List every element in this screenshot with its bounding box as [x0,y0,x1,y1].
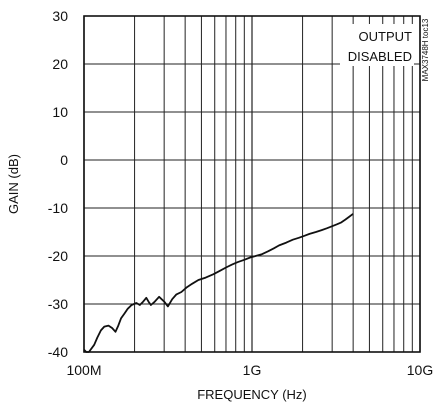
annotation-disabled: DISABLED [348,49,412,64]
annotation-output: OUTPUT [359,29,413,44]
y-tick-label: -10 [48,200,68,216]
y-tick-label: -30 [48,296,68,312]
y-tick-label: 10 [52,104,68,120]
y-tick-labels: 30 20 10 0 -10 -20 -30 -40 [48,8,68,360]
y-tick-label: 0 [60,152,68,168]
plot-frame [83,15,421,353]
grid-lines [83,15,421,353]
y-tick-label: 20 [52,56,68,72]
x-tick-label: 1G [243,362,262,378]
x-tick-labels: 100M 1G 10G [66,362,433,378]
series-layer [83,213,354,353]
y-axis-title: GAIN (dB) [6,154,21,214]
figure-id-label: MAX3748H toc13 [421,18,430,81]
y-tick-label: -20 [48,248,68,264]
y-tick-label: 30 [52,8,68,24]
x-tick-label: 10G [407,362,433,378]
annotation-background [340,24,414,66]
gain-series-line [83,213,354,353]
x-tick-label: 100M [66,362,101,378]
x-axis-title: FREQUENCY (Hz) [197,387,307,402]
y-tick-label: -40 [48,344,68,360]
